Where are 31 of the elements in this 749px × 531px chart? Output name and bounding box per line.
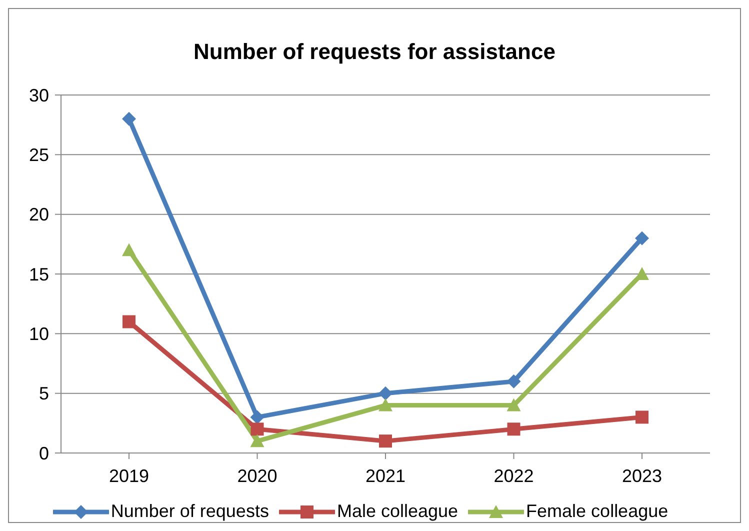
y-tick-label: 30: [28, 85, 49, 106]
point: [635, 267, 649, 280]
point: [378, 386, 392, 400]
point: [507, 422, 520, 436]
legend-label: Male colleague: [336, 501, 458, 522]
point: [506, 398, 521, 412]
point: [250, 422, 264, 436]
x-tick-label: 2020: [237, 466, 278, 486]
legend-label: Female colleague: [526, 501, 668, 522]
point: [379, 434, 392, 448]
point: [122, 112, 136, 126]
x-tick-label: 2021: [365, 466, 406, 486]
legend-label: Number of requests: [110, 501, 269, 522]
y-tick-label: 10: [28, 324, 49, 344]
point: [635, 231, 649, 246]
y-tick-label: 5: [38, 384, 49, 404]
point: [122, 315, 136, 328]
point: [122, 243, 136, 256]
point: [378, 398, 392, 412]
point: [250, 410, 264, 424]
point: [506, 374, 521, 388]
y-tick-label: 15: [28, 264, 49, 284]
x-tick-label: 2023: [622, 466, 662, 486]
y-tick-label: 20: [28, 204, 49, 225]
x-tick-label: 2019: [108, 466, 150, 486]
point: [250, 434, 264, 448]
y-tick-label: 25: [28, 145, 49, 166]
chart-title: Number of requests for assistance: [192, 38, 556, 66]
x-tick-label: 2022: [494, 466, 534, 486]
point: [636, 410, 648, 424]
y-tick-label: 0: [38, 443, 49, 464]
